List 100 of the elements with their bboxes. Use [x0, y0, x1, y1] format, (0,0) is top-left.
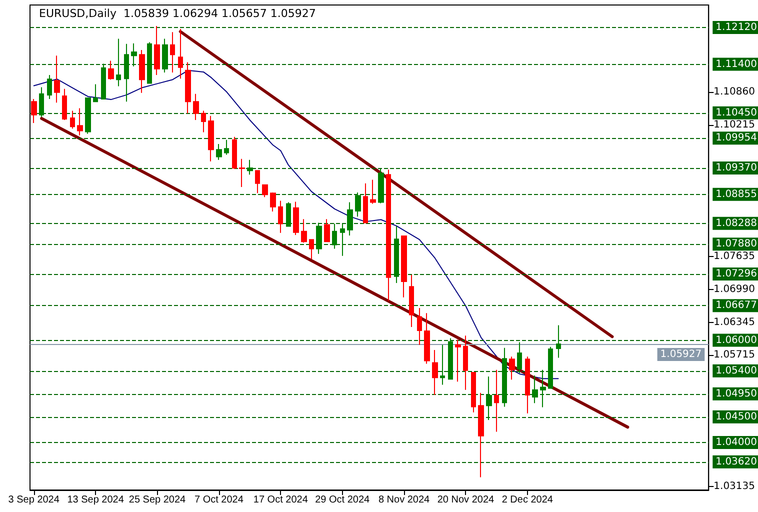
candlestick [147, 42, 152, 84]
x-tick-label: 25 Sep 2024 [128, 494, 186, 506]
candlestick [124, 43, 129, 102]
candlestick [162, 38, 168, 73]
candlestick [39, 86, 44, 118]
candlestick [309, 239, 314, 260]
candlestick [409, 274, 414, 328]
x-tick-label: 13 Sep 2024 [67, 494, 124, 506]
candlestick [54, 55, 60, 104]
y-tick-label: 1.03135 [714, 481, 756, 492]
candlestick [77, 108, 83, 136]
candlestick [324, 218, 330, 243]
x-tick-label: 20 Nov 2024 [437, 494, 495, 506]
candlestick [378, 168, 384, 204]
x-tick-label: 3 Sep 2024 [8, 494, 60, 506]
candlestick [463, 335, 468, 390]
ref-line-label: 1.04950 [716, 388, 758, 400]
candlestick [340, 223, 345, 256]
ref-line-label: 1.08288 [716, 218, 758, 229]
candlestick [394, 226, 399, 284]
y-tick-label: 1.06990 [714, 284, 756, 296]
y-tick-label: 1.06345 [714, 317, 756, 328]
candlestick [417, 308, 422, 346]
ref-line-label: 1.06000 [716, 334, 758, 346]
candlestick [116, 38, 121, 87]
x-tick-label: 8 Nov 2024 [378, 494, 430, 506]
candlestick [262, 184, 268, 198]
ref-line-label: 1.05927 [660, 348, 702, 360]
x-tick-label: 2 Dec 2024 [502, 494, 554, 506]
candlestick [532, 375, 538, 404]
candlestick [316, 222, 322, 254]
ref-line-label: 1.09954 [716, 132, 758, 144]
candlestick [247, 159, 253, 176]
ref-line-label: 1.09370 [716, 162, 758, 174]
candlestick [448, 338, 453, 380]
candlestick [224, 139, 229, 156]
candlestick [478, 392, 484, 478]
candlestick [178, 28, 183, 80]
candlestick [355, 192, 361, 218]
candlestick [332, 223, 337, 250]
candlestick [239, 158, 245, 188]
ref-line-label: 1.05400 [716, 365, 758, 376]
candlestick [424, 312, 430, 364]
candlestick [455, 339, 461, 382]
line-series [33, 70, 559, 380]
x-tick-label: 17 Oct 2024 [253, 494, 308, 506]
candlestick [193, 93, 199, 120]
x-tick-label: 29 Oct 2024 [315, 494, 370, 506]
candlestick [502, 347, 507, 408]
candlestick [525, 356, 530, 414]
candlestick [154, 25, 160, 76]
candlestick [278, 200, 283, 234]
x-tick-label: 7 Oct 2024 [194, 494, 244, 506]
candlestick [540, 369, 546, 408]
candlestick [386, 169, 391, 302]
candlestick [201, 110, 206, 133]
candlestick [185, 62, 191, 114]
ref-line-label: 1.12120 [716, 22, 758, 33]
candlestick [232, 136, 237, 170]
candlestick [170, 32, 175, 73]
candlestick [131, 42, 137, 67]
candlestick [363, 182, 368, 224]
ref-line-label: 1.03620 [716, 456, 758, 468]
candlestick [208, 115, 214, 162]
ref-line-label: 1.07296 [716, 268, 758, 280]
candlestick [401, 236, 407, 298]
ref-line-label: 1.06677 [716, 300, 758, 312]
y-tick-label: 1.07635 [714, 251, 756, 262]
candlestick [108, 60, 114, 80]
candlestick [293, 201, 299, 236]
candlestick [556, 324, 561, 358]
ref-line-label: 1.10450 [716, 107, 758, 118]
candlestick [31, 98, 37, 124]
candlestick [286, 202, 291, 227]
candlestick [548, 346, 553, 389]
candlestick [70, 110, 75, 130]
ref-line-label: 1.04500 [716, 411, 758, 422]
candlestick [347, 202, 353, 236]
candlestick [494, 369, 499, 432]
ref-line-label: 1.04000 [716, 436, 758, 448]
y-tick-label: 1.10860 [714, 86, 756, 98]
candlestick [471, 372, 476, 413]
ref-line-label: 1.11400 [716, 58, 758, 70]
candlestick [139, 49, 145, 94]
candlestick [486, 376, 492, 420]
chart-title: EURUSD,Daily 1.05839 1.06294 1.05657 1.05927 [39, 7, 316, 20]
candlestick [101, 63, 106, 100]
candlestick [216, 144, 222, 160]
ref-line-label: 1.08855 [716, 188, 758, 200]
candlestick [370, 179, 376, 204]
y-tick-label: 1.05715 [714, 349, 756, 360]
ref-line-label: 1.07880 [716, 238, 758, 250]
y-tick-label: 1.10215 [714, 119, 756, 130]
candlestick [62, 88, 67, 120]
candlestick [47, 74, 52, 100]
candlestick [255, 170, 260, 194]
candlestick [517, 342, 522, 374]
candlestick [432, 349, 438, 396]
candlestick [509, 356, 515, 380]
candlestick [85, 98, 91, 134]
